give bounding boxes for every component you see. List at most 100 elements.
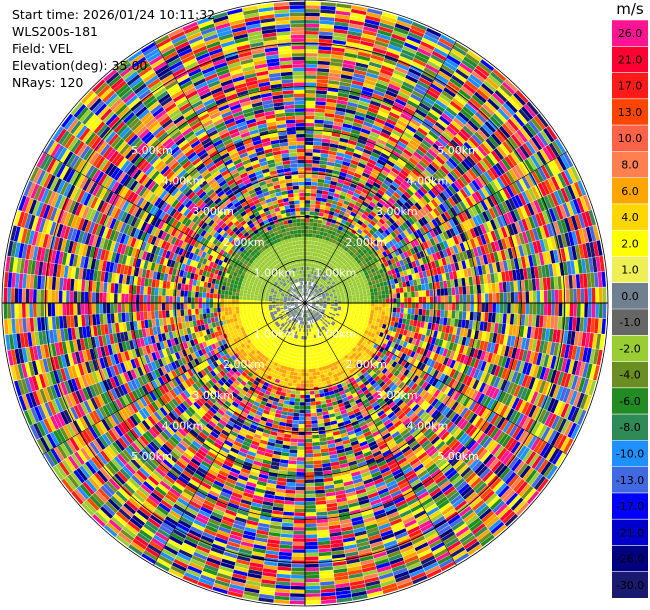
- ppi-gate: [351, 8, 367, 15]
- ppi-gate: [360, 37, 375, 44]
- ppi-gate: [292, 538, 305, 542]
- ppi-gate: [305, 512, 317, 517]
- ppi-gate: [320, 270, 324, 275]
- ppi-gate: [311, 427, 319, 432]
- ppi-gate: [324, 273, 328, 278]
- ppi-gate: [317, 253, 321, 258]
- ppi-gate: [325, 168, 333, 174]
- ppi-gate: [340, 78, 352, 84]
- ppi-gate: [434, 140, 445, 150]
- ppi-gate: [374, 299, 379, 303]
- ppi-gate: [454, 318, 459, 327]
- ppi-gate: [378, 323, 383, 328]
- ppi-gate: [411, 291, 415, 298]
- ppi-gate: [315, 249, 320, 254]
- ppi-gate: [369, 100, 382, 108]
- ppi-gate: [306, 288, 308, 293]
- ppi-gate: [305, 453, 314, 458]
- ppi-gate: [308, 365, 312, 369]
- ppi-gate: [440, 310, 445, 318]
- ppi-gate: [496, 292, 500, 303]
- ppi-gate: [428, 316, 433, 323]
- ppi-gate: [305, 292, 307, 296]
- ppi-gate: [311, 423, 318, 428]
- ppi-gate: [306, 277, 308, 281]
- ppi-gate: [293, 527, 305, 531]
- ppi-gate: [339, 85, 351, 91]
- ppi-gate: [428, 282, 433, 290]
- ppi-gate: [315, 285, 319, 289]
- ppi-gate: [312, 449, 321, 454]
- ppi-gate: [361, 172, 370, 179]
- ppi-gate: [337, 264, 342, 270]
- ppi-gate: [444, 310, 448, 318]
- ppi-gate: [435, 73, 449, 84]
- ppi-gate: [305, 112, 315, 116]
- ppi-gate: [339, 171, 347, 177]
- ppi-gate: [383, 281, 388, 286]
- ppi-gate: [308, 281, 311, 286]
- ppi-gate: [293, 534, 305, 539]
- ppi-gate: [292, 420, 299, 424]
- ppi-gate: [572, 274, 577, 289]
- ppi-gate: [309, 270, 312, 275]
- ppi-gate: [332, 196, 339, 202]
- ppi-gate: [297, 450, 305, 454]
- ppi-gate: [393, 101, 405, 110]
- ppi-gate: [367, 296, 371, 300]
- ppi-gate: [351, 125, 362, 132]
- ppi-gate: [295, 479, 305, 483]
- ppi-gate: [358, 195, 366, 201]
- ppi-gate: [333, 166, 341, 172]
- ppi-gate: [312, 279, 316, 283]
- ppi-gate: [291, 571, 305, 575]
- ppi-gate: [317, 223, 322, 228]
- ppi-gate: [276, 577, 291, 582]
- ppi-gate: [306, 270, 309, 274]
- ppi-gate: [598, 287, 603, 303]
- ppi-gate: [455, 286, 459, 295]
- ppi-gate: [344, 112, 356, 119]
- ppi-gate: [441, 64, 455, 75]
- ppi-gate: [313, 288, 317, 292]
- ppi-gate: [466, 285, 470, 295]
- ppi-gate: [311, 174, 319, 179]
- ppi-gate: [426, 89, 439, 100]
- ppi-gate: [307, 289, 310, 293]
- ppi-gate: [431, 80, 445, 90]
- ppi-gate: [373, 313, 378, 319]
- ppi-gate: [315, 272, 319, 277]
- ppi-gate: [385, 294, 390, 299]
- ppi-gate: [382, 276, 387, 282]
- ppi-gate: [328, 271, 332, 276]
- ppi-gate: [309, 346, 313, 351]
- ppi-gate: [317, 540, 331, 546]
- ppi-gate: [311, 416, 318, 421]
- ppi-gate: [305, 589, 321, 594]
- ppi-gate: [295, 361, 299, 365]
- ppi-gate: [301, 372, 305, 377]
- ppi-gate: [349, 163, 358, 169]
- ppi-gate: [315, 489, 325, 494]
- ppi-gate: [342, 254, 347, 260]
- ppi-gate: [411, 168, 421, 177]
- ppi-gate: [439, 317, 444, 325]
- ppi-gate: [492, 303, 496, 313]
- ppi-gate: [372, 217, 379, 224]
- ppi-gate: [314, 275, 317, 280]
- ppi-gate: [464, 277, 470, 286]
- ppi-gate: [323, 251, 328, 256]
- ppi-gate: [429, 309, 434, 317]
- ppi-gate: [448, 303, 452, 311]
- ppi-gate: [305, 523, 317, 528]
- ppi-gate: [363, 299, 368, 303]
- ppi-gate: [426, 303, 430, 310]
- ppi-gate: [455, 303, 460, 311]
- ppi-gate: [334, 208, 341, 214]
- ppi-gate: [443, 87, 456, 98]
- ppi-gate: [305, 552, 319, 557]
- ppi-gate: [330, 61, 343, 67]
- ppi-gate: [285, 493, 295, 498]
- ppi-gate: [415, 108, 427, 118]
- ppi-gate: [306, 288, 308, 293]
